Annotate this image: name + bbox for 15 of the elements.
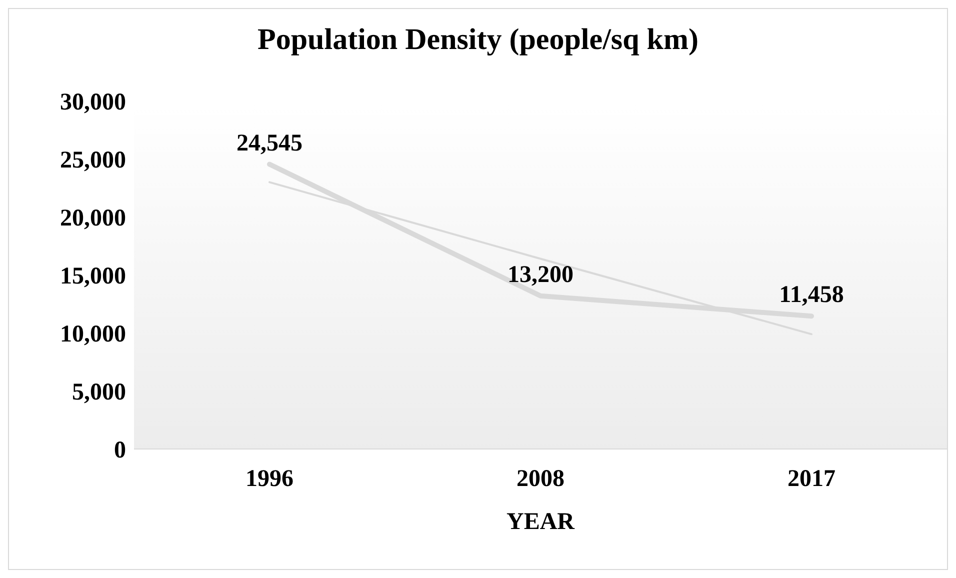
y-tick-label: 0 <box>114 438 126 464</box>
x-tick-label: 2008 <box>516 466 564 492</box>
y-tick-label: 25,000 <box>60 148 126 174</box>
data-label: 11,458 <box>779 282 844 308</box>
x-tick-label: 2017 <box>788 466 836 492</box>
y-tick-label: 5,000 <box>72 380 126 406</box>
y-tick-label: 15,000 <box>60 264 126 290</box>
y-tick-label: 30,000 <box>60 90 126 116</box>
data-label: 24,545 <box>236 130 302 156</box>
x-tick-label: 1996 <box>246 466 294 492</box>
y-tick-label: 10,000 <box>60 322 126 348</box>
data-label: 13,200 <box>508 262 574 288</box>
x-axis-title: YEAR <box>506 509 576 535</box>
y-tick-label: 20,000 <box>60 206 126 232</box>
chart-title: Population Density (people/sq km) <box>256 23 700 57</box>
